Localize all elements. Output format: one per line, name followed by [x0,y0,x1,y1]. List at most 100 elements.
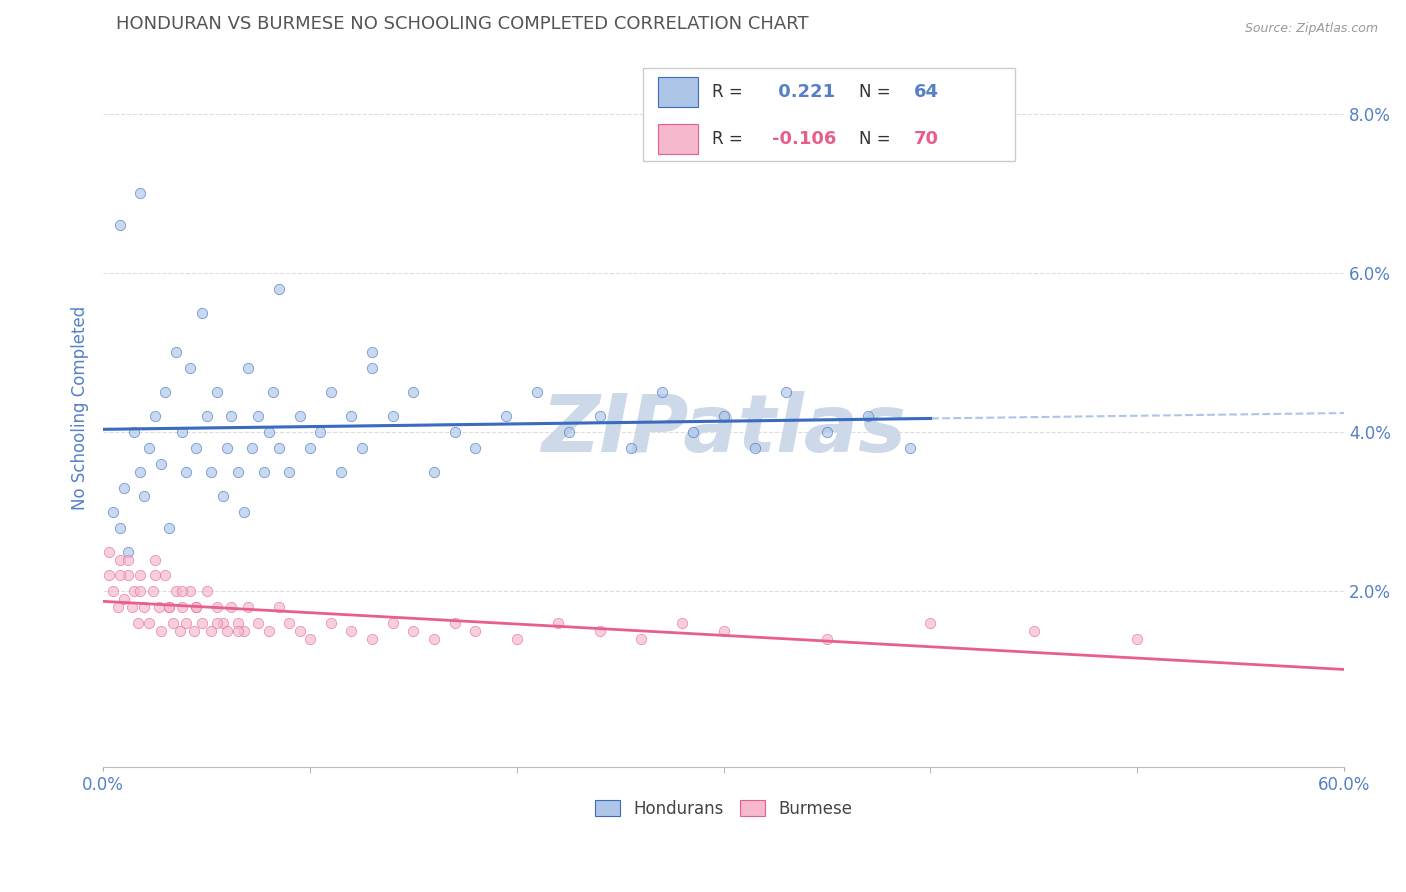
Point [319,385,342,400]
Point [195,584,218,599]
Point [815,425,838,439]
Point [381,616,404,631]
Point [165,345,187,359]
Point [402,385,425,400]
Point [148,600,170,615]
Point [288,409,311,424]
Point [103,505,125,519]
Point [108,218,131,232]
Point [183,624,205,639]
Point [174,616,197,631]
Point [205,600,228,615]
Point [108,552,131,566]
Point [112,592,135,607]
Point [232,624,254,639]
Point [200,624,222,639]
Point [122,584,145,599]
Point [169,624,191,639]
Point [170,600,193,615]
Point [278,616,301,631]
Point [309,425,332,439]
Point [226,465,249,479]
Point [212,616,235,631]
Point [153,568,176,582]
Point [361,345,384,359]
Point [127,616,149,631]
Point [179,584,201,599]
Point [191,305,214,319]
Point [143,568,166,582]
Point [103,584,125,599]
Point [557,425,579,439]
Point [253,465,276,479]
Point [350,441,373,455]
Point [195,409,218,424]
Point [298,632,321,647]
Point [186,441,208,455]
Point [205,616,228,631]
Point [217,441,239,455]
Point [170,584,193,599]
Point [267,600,290,615]
Point [1022,624,1045,639]
Point [98,568,121,582]
Y-axis label: No Schooling Completed: No Schooling Completed [72,306,89,510]
Point [129,465,152,479]
Text: -0.106: -0.106 [772,129,837,148]
Point [262,385,284,400]
Point [920,616,942,631]
Point [298,441,321,455]
Text: HONDURAN VS BURMESE NO SCHOOLING COMPLETED CORRELATION CHART: HONDURAN VS BURMESE NO SCHOOLING COMPLET… [115,15,808,33]
Point [138,441,160,455]
Point [651,385,673,400]
Point [191,616,214,631]
Point [138,616,160,631]
Point [174,465,197,479]
Point [143,552,166,566]
Text: N =: N = [859,83,896,101]
Text: Source: ZipAtlas.com: Source: ZipAtlas.com [1244,22,1378,36]
Point [247,616,270,631]
Point [129,584,152,599]
Text: ZIPatlas: ZIPatlas [541,391,905,468]
Point [98,544,121,558]
Point [217,624,239,639]
Text: 0.221: 0.221 [772,83,835,101]
Point [423,632,446,647]
Point [443,425,465,439]
Point [134,489,156,503]
Point [165,584,187,599]
Point [200,465,222,479]
Point [150,624,173,639]
Point [143,409,166,424]
Point [744,441,766,455]
Point [1126,632,1149,647]
Point [547,616,569,631]
Point [671,616,693,631]
Point [319,616,342,631]
Point [588,409,610,424]
Point [117,568,139,582]
Point [619,441,641,455]
Point [278,465,301,479]
Point [205,385,228,400]
Point [898,441,921,455]
Point [179,361,201,376]
Point [157,600,180,615]
Point [815,632,838,647]
Point [157,521,180,535]
Point [150,457,173,471]
FancyBboxPatch shape [643,68,1015,161]
Point [186,600,208,615]
Point [221,409,243,424]
Point [117,552,139,566]
Point [267,441,290,455]
Point [340,624,363,639]
Point [257,624,280,639]
Point [858,409,880,424]
Point [221,600,243,615]
Point [236,361,259,376]
Point [630,632,652,647]
Point [117,544,139,558]
Point [588,624,610,639]
